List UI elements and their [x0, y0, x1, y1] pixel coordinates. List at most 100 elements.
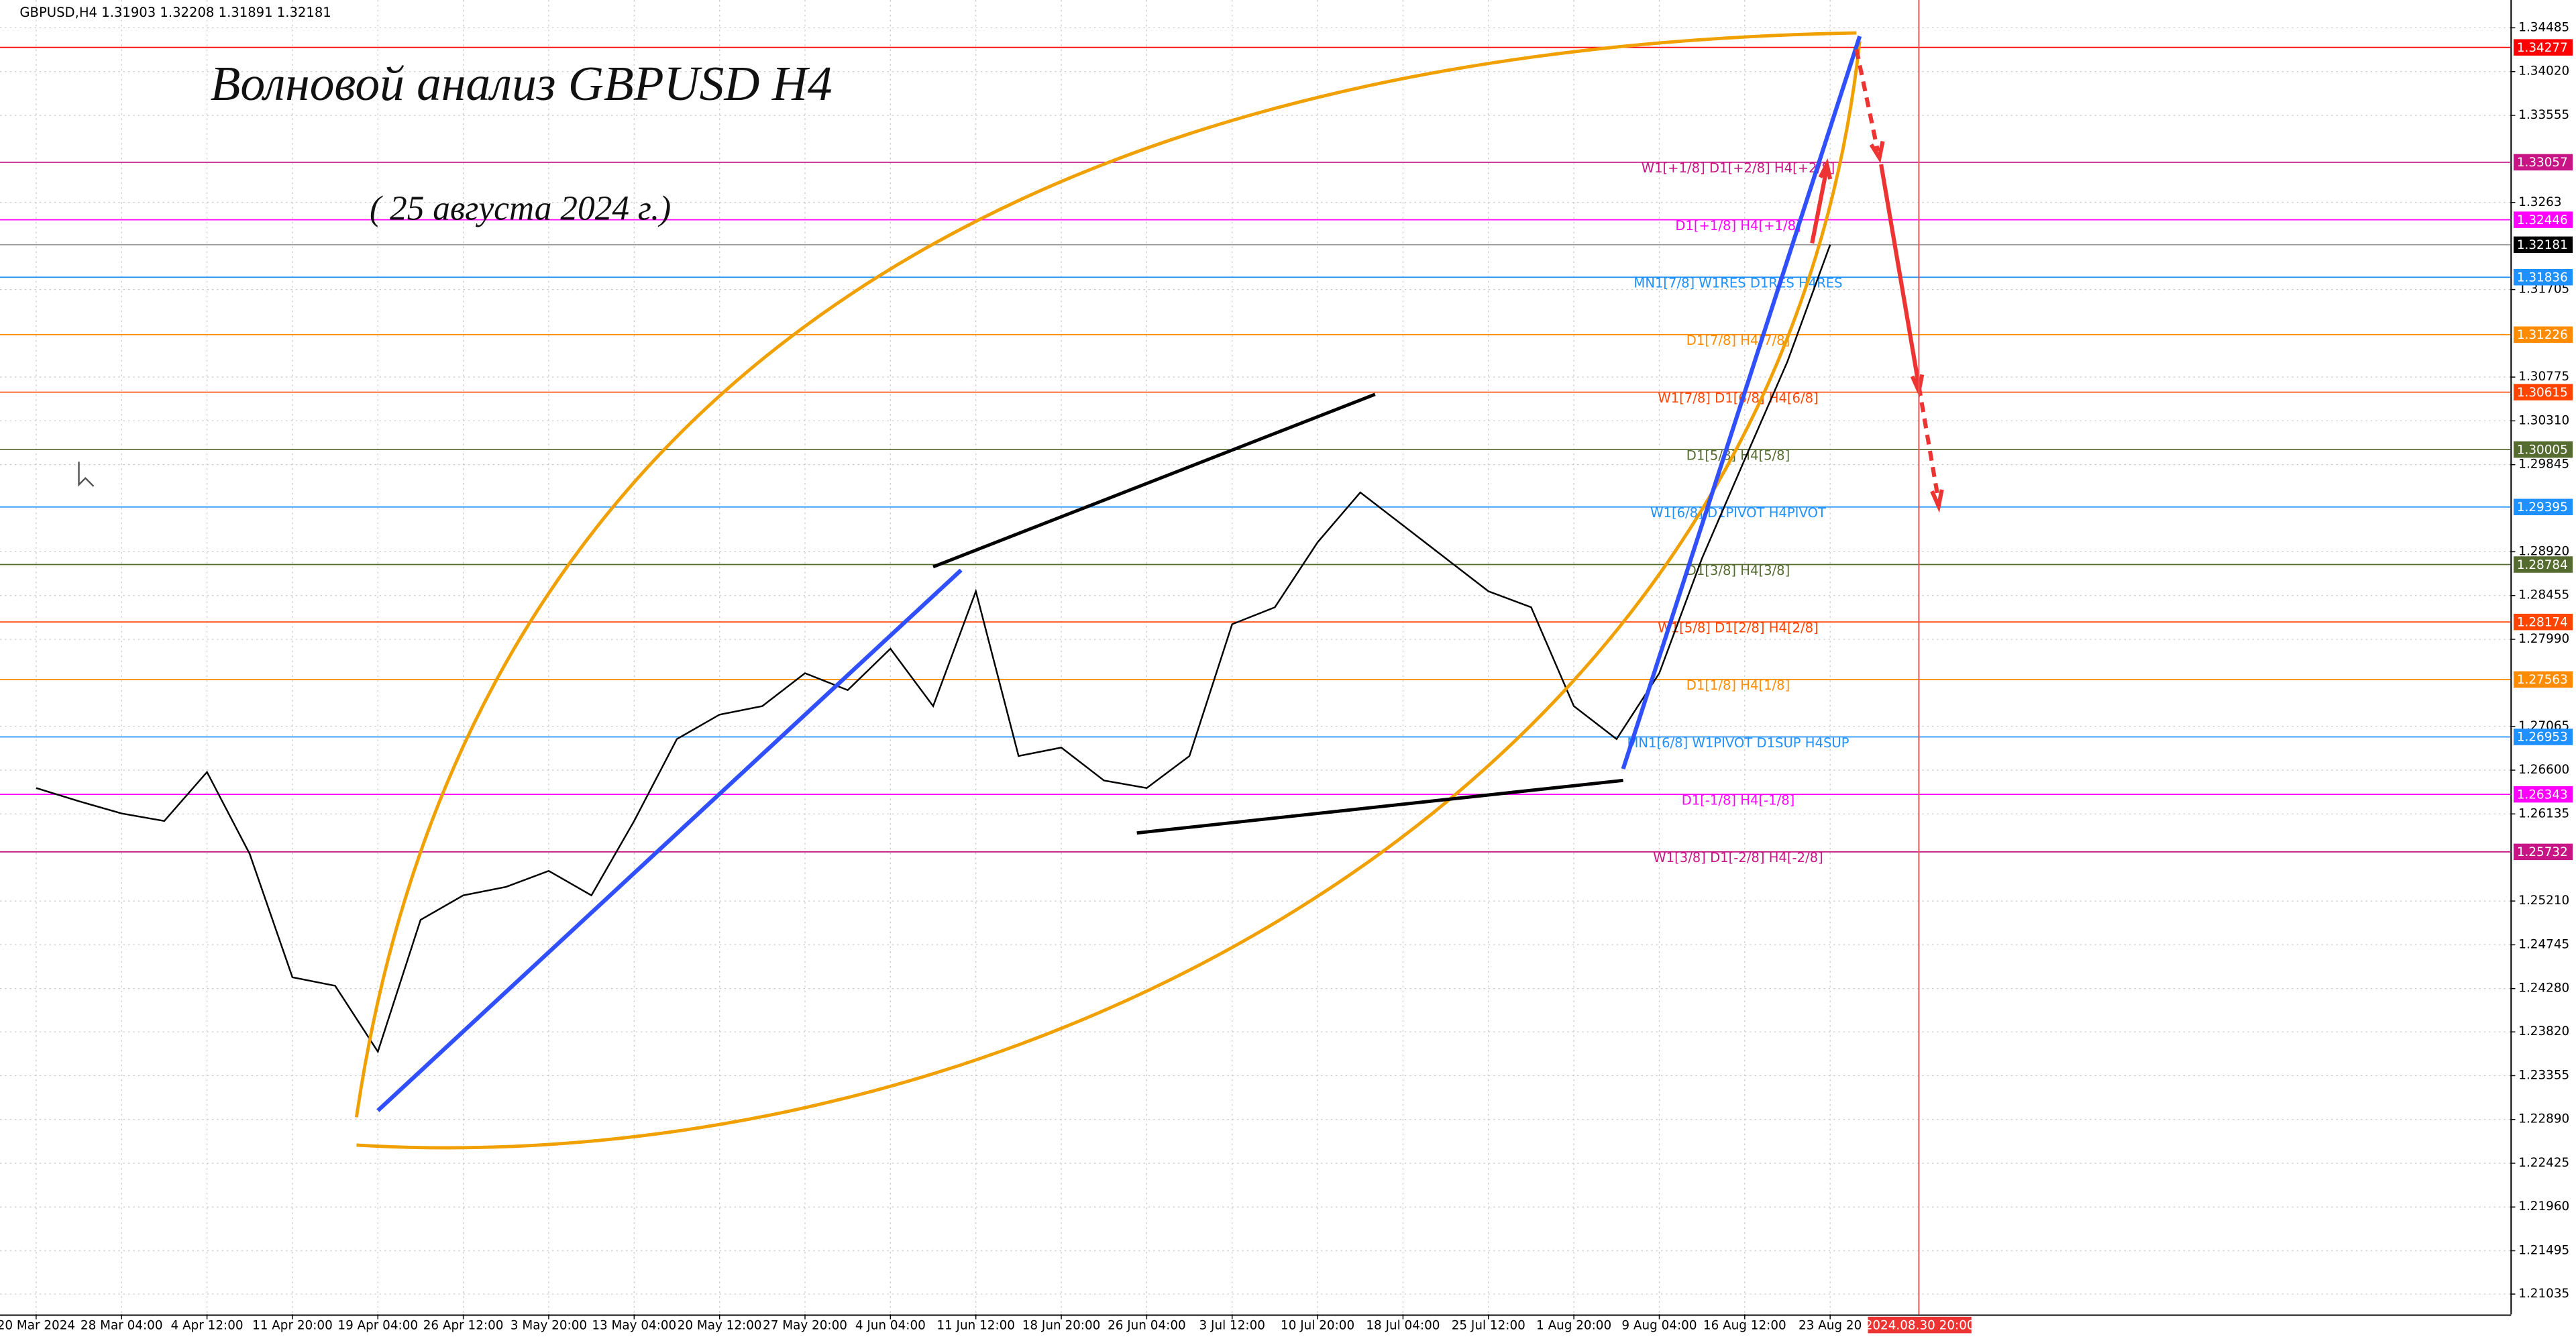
header: GBPUSD,H4 1.31903 1.32208 1.31891 1.3218… [19, 5, 331, 20]
level-label: D1[1/8] H4[1/8] [1686, 678, 1790, 693]
x-tick-label: 10 Jul 20:00 [1281, 1318, 1354, 1332]
price-tag [2513, 843, 2573, 861]
x-tick-label: 23 Aug 20 [1799, 1318, 1862, 1332]
x-tick-label: 1 Aug 20:00 [1536, 1318, 1611, 1332]
forecast-arrows [1810, 48, 1944, 513]
level-label: W1[7/8] D1[6/8] H4[6/8] [1658, 390, 1818, 406]
price-tag-label: 1.28784 [2517, 558, 2568, 572]
x-tick-label: 25 Jul 12:00 [1452, 1318, 1525, 1332]
price-tag [2513, 556, 2573, 573]
price-tag [2513, 268, 2573, 286]
y-tick-label: 1.21960 [2518, 1199, 2569, 1214]
price-tag-label: 1.30615 [2517, 386, 2568, 400]
level-label: MN1[7/8] W1RES D1RES H4RES [1633, 276, 1842, 291]
price-tag-label: 1.31226 [2517, 328, 2568, 342]
cursor-time-tag [1868, 1316, 1972, 1334]
y-tick-label: 1.3263 [2518, 195, 2561, 209]
upper-arc [355, 31, 1857, 1118]
x-tick-label: 20 Mar 2024 [0, 1318, 75, 1332]
wedge-line [1136, 778, 1623, 835]
price-tag-label: 1.28174 [2517, 615, 2568, 629]
price-line [36, 244, 1831, 1054]
price [36, 244, 1831, 1054]
y-tick-label: 1.33555 [2518, 108, 2569, 122]
x-tick-label: 26 Jun 04:00 [1108, 1318, 1186, 1332]
x-tick-label: 16 Aug 12:00 [1703, 1318, 1786, 1332]
y-tick-label: 1.24280 [2518, 981, 2569, 996]
x-tick-label: 18 Jul 04:00 [1366, 1318, 1440, 1332]
price-tag [2513, 671, 2573, 688]
y-tick-label: 1.30775 [2518, 370, 2569, 384]
price-tag-label: 1.33057 [2517, 156, 2568, 170]
x-tick-label: 20 May 12:00 [678, 1318, 762, 1332]
axes: 1.34485 1.34020 1.33555 1.3263 1.31705 1.3077… [0, 20, 2573, 1332]
chart-subtitle: ( 25 августа 2024 г.) [370, 190, 671, 228]
y-tick-label: 1.22425 [2518, 1156, 2569, 1170]
y-tick-label: 1.23355 [2518, 1068, 2569, 1082]
trend-line [376, 568, 963, 1112]
price-tag-label: 1.34277 [2517, 41, 2568, 55]
price-tag [2513, 236, 2573, 254]
y-tick-label: 1.29845 [2518, 458, 2569, 472]
y-tick-label: 1.21495 [2518, 1243, 2569, 1257]
level-label: D1[-1/8] H4[-1/8] [1682, 792, 1795, 808]
price-tag-label: 1.31836 [2517, 270, 2568, 284]
level-label: D1[5/8] H4[5/8] [1686, 447, 1790, 463]
price-tag [2513, 326, 2573, 343]
grid [0, 0, 2511, 1315]
price-tag [2513, 384, 2573, 400]
y-tick-label: 1.34485 [2518, 20, 2569, 34]
y-tick-label: 1.24745 [2518, 937, 2569, 951]
mouse-cursor [78, 462, 95, 487]
y-tick-label: 1.22890 [2518, 1112, 2569, 1126]
y-tick-label: 1.26135 [2518, 806, 2569, 820]
cursor-time: 2024.08.30 20:00 [1865, 1318, 1975, 1332]
wedge-line [932, 392, 1376, 569]
level-label: D1[3/8] H4[3/8] [1686, 563, 1790, 578]
price-tag-label: 1.25732 [2517, 845, 2568, 859]
price-tag [2513, 441, 2573, 458]
price-tag [2513, 613, 2573, 631]
price-tag [2513, 211, 2573, 228]
price-tag [2513, 786, 2573, 803]
x-tick-label: 4 Apr 12:00 [171, 1318, 244, 1332]
y-tick-label: 1.23820 [2518, 1024, 2569, 1038]
price-tag-label: 1.27563 [2517, 673, 2568, 687]
x-tick-label: 18 Jun 20:00 [1022, 1318, 1101, 1332]
levels: W1[+1/8] D1[+2/8] H4[+2/8] D1[+1/8] H4[+1… [0, 46, 2511, 865]
x-tick-label: 9 Aug 04:00 [1621, 1318, 1697, 1332]
x-tick-label: 28 Mar 04:00 [80, 1318, 163, 1332]
y-tick-label: 1.27990 [2518, 632, 2569, 646]
price-tag-label: 1.30005 [2517, 443, 2568, 457]
level-label: W1[5/8] D1[2/8] H4[2/8] [1658, 620, 1818, 635]
level-label: D1[+1/8] H4[+1/8] [1675, 218, 1801, 233]
price-tag-label: 1.26343 [2517, 788, 2568, 802]
x-tick-label: 13 May 04:00 [592, 1318, 676, 1332]
level-label: W1[3/8] D1[-2/8] H4[-2/8] [1653, 850, 1823, 865]
x-tick-label: 19 Apr 04:00 [337, 1318, 418, 1332]
price-tag [2513, 729, 2573, 745]
y-tick-label: 1.28455 [2518, 588, 2569, 602]
x-tick-label: 4 Jun 04:00 [855, 1318, 926, 1332]
level-label: W1[6/8] D1PIVOT H4PIVOT [1650, 505, 1827, 521]
trend-line [1621, 35, 1862, 770]
chart-title: Волновой анализ GBPUSD H4 [210, 56, 832, 111]
y-tick-label: 1.31705 [2518, 282, 2569, 297]
x-tick-label: 27 May 20:00 [763, 1318, 847, 1332]
price-tag-label: 1.29395 [2517, 500, 2568, 515]
x-tick-label: 26 Apr 12:00 [423, 1318, 504, 1332]
x-tick-label: 11 Jun 12:00 [936, 1318, 1015, 1332]
lower-arc [356, 40, 1862, 1150]
price-tag [2513, 498, 2573, 516]
level-label: MN1[6/8] W1PIVOT D1SUP H4SUP [1627, 735, 1849, 751]
price-tag [2513, 154, 2573, 171]
y-tick-label: 1.26600 [2518, 763, 2569, 777]
y-tick-label: 1.34020 [2518, 64, 2569, 78]
y-tick-label: 1.21035 [2518, 1287, 2569, 1301]
level-label: W1[+1/8] D1[+2/8] H4[+2/8] [1642, 160, 1835, 176]
y-tick-label: 1.25210 [2518, 894, 2569, 908]
x-tick-label: 3 May 20:00 [511, 1318, 587, 1332]
annotations [78, 31, 1944, 1150]
